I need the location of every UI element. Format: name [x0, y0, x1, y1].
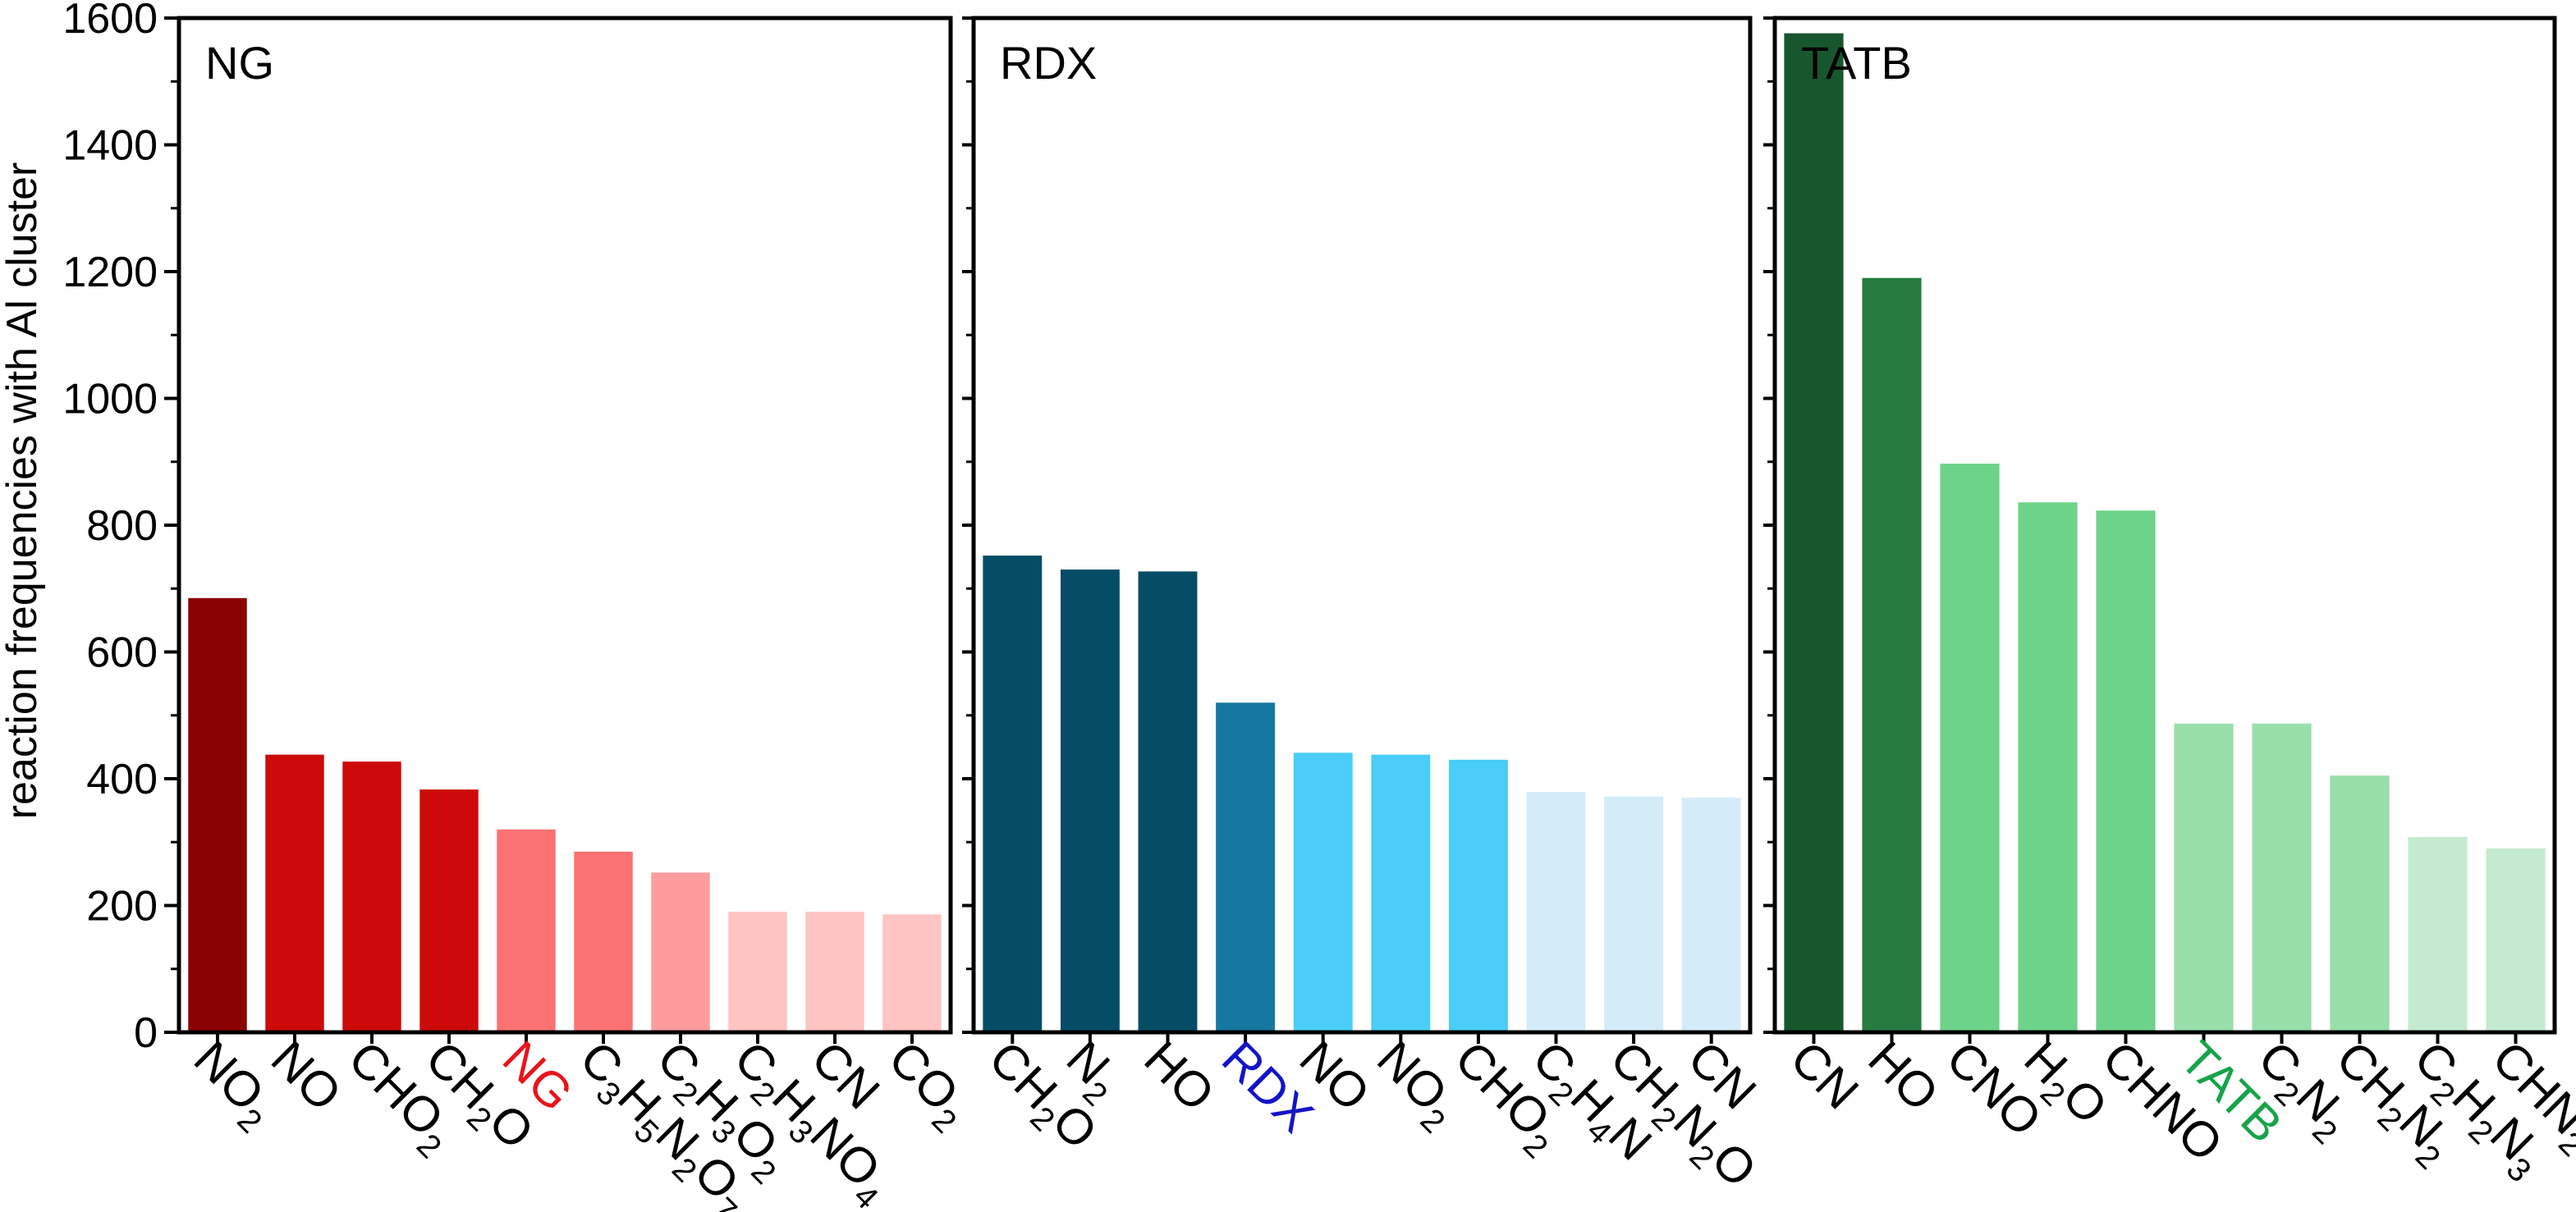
y-tick-label: 200	[86, 883, 158, 931]
x-tick-label: N2	[1051, 1031, 1134, 1114]
y-tick-label: 1000	[62, 376, 158, 423]
bar	[1681, 798, 1741, 1032]
x-tick-label: CN	[1780, 1031, 1869, 1120]
y-tick-label: 600	[86, 629, 158, 677]
label-text: HO	[1858, 1031, 1949, 1122]
bar	[2330, 775, 2390, 1032]
y-tick-label: 400	[86, 756, 158, 803]
bar	[1448, 759, 1508, 1032]
bar	[2174, 723, 2234, 1032]
y-tick-label: 1400	[62, 122, 158, 170]
x-tick-label: NO	[261, 1031, 352, 1122]
bar	[805, 912, 864, 1032]
panel-tatb: TATBCNHOCNOH2OCHNOTATBC2N2CH2N2C2H2N3CHN…	[1763, 16, 2576, 1189]
label-text: CN	[801, 1031, 891, 1120]
y-tick-label: 0	[134, 1009, 158, 1057]
bar	[2408, 837, 2468, 1032]
y-tick-label: 800	[86, 502, 158, 550]
bar	[2252, 723, 2312, 1032]
bar	[497, 829, 556, 1032]
bar	[342, 762, 401, 1032]
bar	[2486, 848, 2546, 1032]
bar	[882, 914, 942, 1032]
y-tick-label: 1600	[62, 0, 158, 43]
bar	[419, 789, 479, 1032]
panel-title: TATB	[1801, 37, 1912, 89]
panel-ng: NGNO2NOCHO2CH2ONGC3H5N2O7C2H3O2C2H3NO4CN…	[176, 16, 983, 1212]
bar	[1940, 464, 2000, 1032]
x-tick-label: C2H3NO4	[718, 1031, 905, 1212]
label-text: NO	[261, 1031, 352, 1122]
bar	[1784, 33, 1844, 1032]
bar	[1604, 796, 1664, 1032]
bar	[265, 754, 324, 1032]
x-tick-label: HO	[1858, 1031, 1949, 1122]
panel-title: RDX	[1000, 37, 1097, 89]
bar	[2018, 502, 2078, 1032]
label-text: HO	[1134, 1031, 1225, 1122]
bar	[728, 912, 787, 1032]
panel-title: NG	[205, 37, 274, 89]
x-tick-label: CN	[801, 1031, 891, 1120]
bar	[1060, 569, 1120, 1032]
bar	[983, 556, 1043, 1032]
panel-frame	[176, 16, 953, 1035]
bar	[188, 597, 247, 1032]
bar	[1138, 571, 1198, 1032]
panels: NGNO2NOCHO2CH2ONGC3H5N2O7C2H3O2C2H3NO4CN…	[176, 16, 2576, 1212]
bar	[574, 851, 633, 1032]
bar	[1293, 752, 1353, 1032]
x-tick-label: CO2	[873, 1031, 983, 1141]
label-text: CN	[1780, 1031, 1869, 1120]
y-axis: 0 200 400 600 800 1000 1200 1400 1600	[62, 0, 179, 1057]
bar	[1862, 277, 1922, 1033]
y-axis-label: reaction frequencies with Al cluster	[0, 162, 46, 820]
bar	[1526, 792, 1586, 1032]
x-tick-label: HO	[1134, 1031, 1225, 1122]
y-tick-label: 1200	[62, 249, 158, 296]
bar	[1216, 702, 1276, 1032]
bar	[651, 872, 710, 1032]
bar	[2096, 510, 2156, 1032]
bar	[1371, 754, 1431, 1032]
x-tick-label: NO2	[178, 1031, 288, 1141]
